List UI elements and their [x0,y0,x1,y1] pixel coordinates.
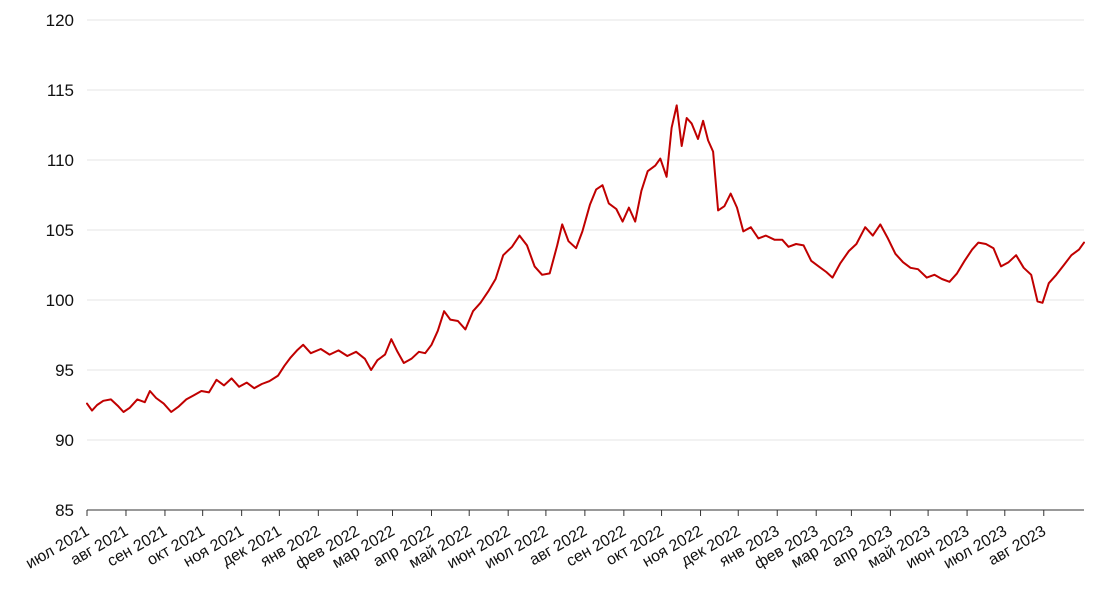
y-tick-label: 105 [46,221,74,240]
y-tick-label: 95 [55,361,74,380]
y-tick-label: 100 [46,291,74,310]
y-axis: 85 90 95 100 105 110 115 120 [46,11,74,520]
series-line-0 [86,104,1085,413]
y-tick-label: 115 [47,81,74,100]
series-group [86,104,1085,413]
y-tick-label: 90 [55,431,74,450]
y-tick-label: 120 [46,11,74,30]
y-tick-label: 110 [47,151,74,170]
y-tick-label: 85 [55,501,74,520]
grid-lines [87,19,1084,441]
